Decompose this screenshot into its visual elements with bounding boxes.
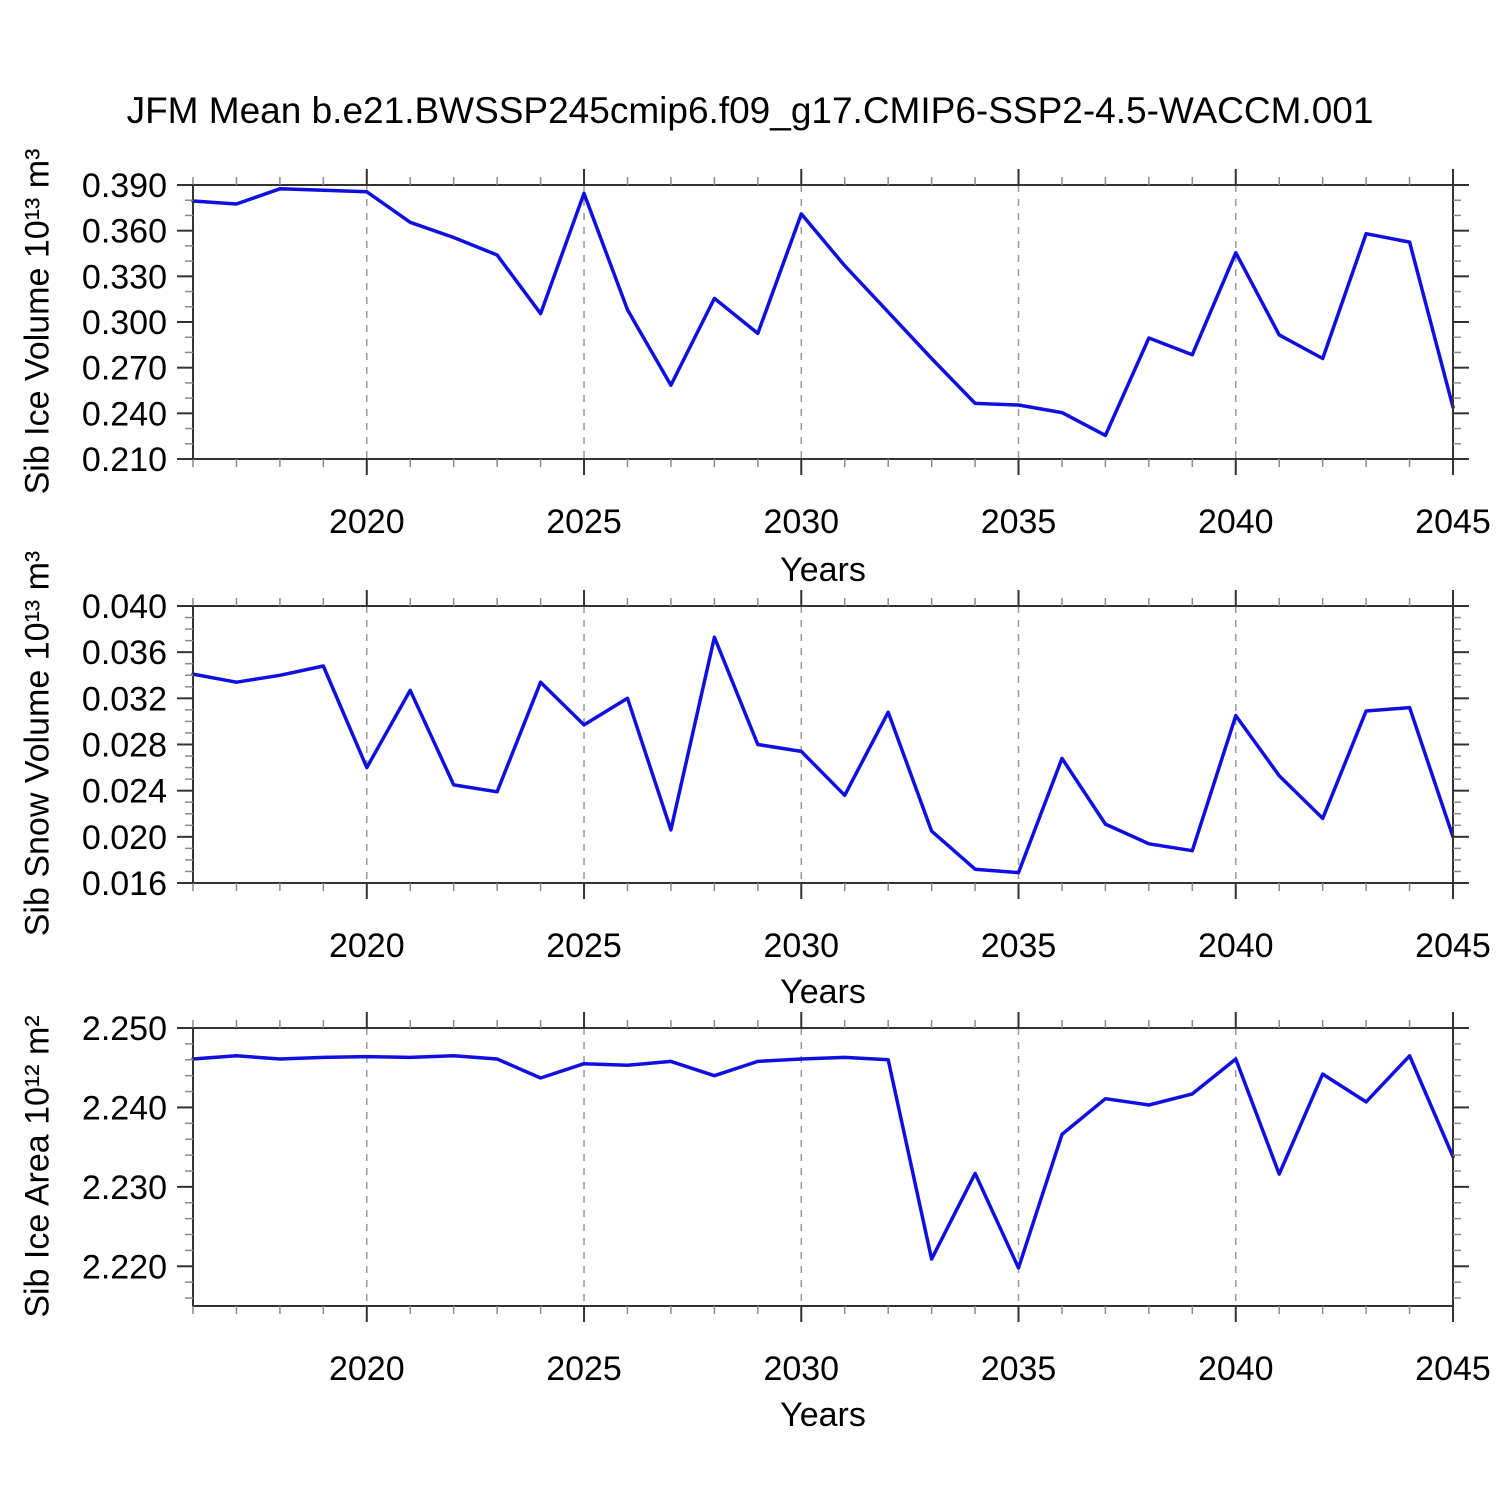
x-tick-label: 2020	[329, 1350, 405, 1388]
x-tick-label: 2025	[546, 927, 622, 965]
y-tick-label: 0.032	[82, 680, 167, 718]
y-tick-label: 0.270	[82, 350, 167, 388]
x-axis-label-panel2: Years	[780, 973, 866, 1011]
x-tick-label: 2045	[1415, 927, 1491, 965]
y-tick-label: 2.240	[82, 1089, 167, 1127]
panel-frame-sib-ice-volume	[192, 184, 1454, 460]
y-tick-label: 0.330	[82, 258, 167, 296]
panel-frame-sib-ice-area	[192, 1027, 1454, 1307]
y-tick-label: 0.016	[82, 865, 167, 903]
y-tick-label: 0.360	[82, 213, 167, 251]
x-tick-label: 2030	[763, 1350, 839, 1388]
y-axis-label-ice-area: Sib Ice Area 10¹² m²	[18, 1015, 57, 1318]
figure-title: JFM Mean b.e21.BWSSP245cmip6.f09_g17.CMI…	[126, 90, 1374, 131]
series-line-sib-snow-volume	[191, 635, 1455, 875]
series-line-sib-ice-volume	[191, 187, 1455, 438]
y-tick-label: 0.240	[82, 395, 167, 433]
x-tick-label: 2040	[1198, 1350, 1274, 1388]
x-tick-label: 2045	[1415, 1350, 1491, 1388]
y-tick-label: 2.220	[82, 1248, 167, 1286]
x-tick-label: 2030	[763, 927, 839, 965]
x-tick-label: 2045	[1415, 503, 1491, 541]
x-tick-label: 2030	[763, 503, 839, 541]
x-tick-label: 2020	[329, 927, 405, 965]
y-tick-label: 0.028	[82, 727, 167, 765]
x-tick-label: 2020	[329, 503, 405, 541]
y-tick-label: 2.230	[82, 1169, 167, 1207]
panel-frame-sib-snow-volume	[192, 605, 1454, 884]
series-line-sib-ice-area	[191, 1054, 1455, 1270]
x-tick-label: 2035	[981, 1350, 1057, 1388]
x-tick-label: 2040	[1198, 927, 1274, 965]
y-tick-label: 0.020	[82, 819, 167, 857]
x-axis-label-panel1: Years	[780, 551, 866, 589]
x-tick-label: 2040	[1198, 503, 1274, 541]
x-tick-label: 2035	[981, 927, 1057, 965]
x-axis-label-panel3: Years	[780, 1396, 866, 1434]
y-tick-label: 0.390	[82, 167, 167, 205]
x-tick-label: 2025	[546, 1350, 622, 1388]
y-tick-label: 0.040	[82, 588, 167, 626]
y-tick-label: 2.250	[82, 1010, 167, 1048]
y-tick-label: 0.036	[82, 634, 167, 672]
x-tick-label: 2035	[981, 503, 1057, 541]
x-tick-label: 2025	[546, 503, 622, 541]
y-tick-label: 0.210	[82, 441, 167, 479]
y-tick-label: 0.300	[82, 304, 167, 342]
y-tick-label: 0.024	[82, 773, 167, 811]
